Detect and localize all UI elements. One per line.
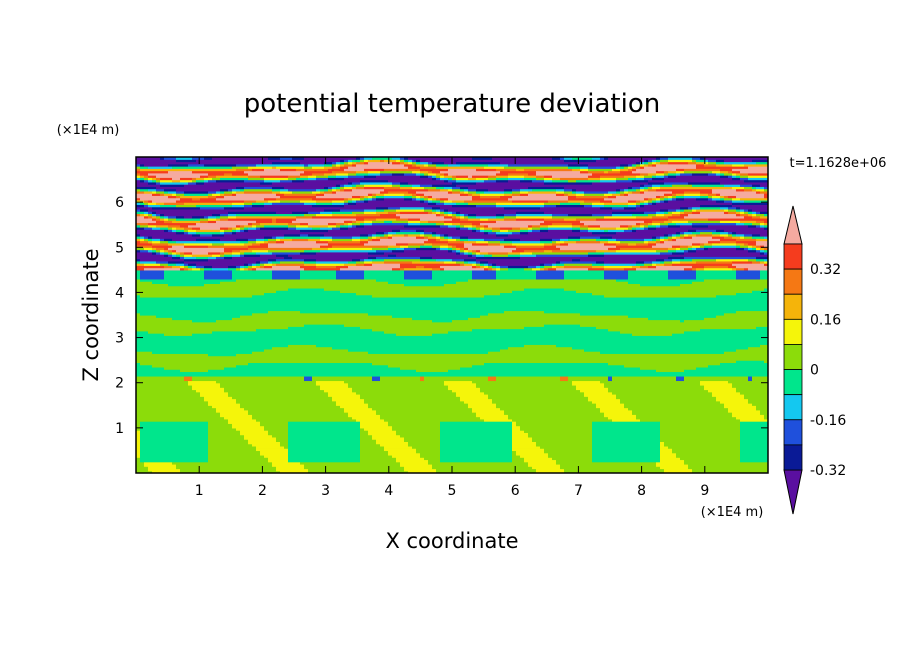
colorbar: 0.32 0.16 0 -0.16 -0.32 [783, 205, 846, 515]
time-label: t=1.1628e+06 [790, 156, 887, 171]
x-tick-label: 4 [384, 483, 393, 499]
colorbar-bottom-arrow [783, 469, 803, 515]
colorbar-label: 0.32 [810, 262, 841, 278]
x-unit-label: (×1E4 m) [701, 505, 764, 520]
colorbar-band [783, 419, 803, 446]
colorbar-top-arrow [783, 205, 803, 245]
y-tick-label: 3 [115, 331, 124, 347]
colorbar-label: -0.16 [810, 413, 846, 429]
colorbar-band [783, 444, 803, 471]
x-tick-label: 3 [321, 483, 330, 499]
plot-field [136, 157, 768, 473]
x-axis-ticks: 1 2 3 4 5 6 7 8 9 [195, 157, 709, 499]
colorbar-band [783, 369, 803, 396]
colorbar-label: 0 [810, 363, 819, 379]
x-tick-label: 7 [574, 483, 583, 499]
colorbar-band [783, 268, 803, 295]
x-axis-label: X coordinate [385, 529, 518, 553]
y-tick-label: 1 [115, 421, 124, 437]
x-tick-label: 8 [637, 483, 646, 499]
x-tick-label: 9 [700, 483, 709, 499]
y-tick-label: 5 [115, 240, 124, 256]
y-tick-label: 6 [115, 195, 124, 211]
chart-title: potential temperature deviation [244, 89, 660, 119]
colorbar-label: 0.16 [810, 312, 841, 328]
x-tick-label: 2 [258, 483, 267, 499]
x-tick-label: 6 [511, 483, 520, 499]
colorbar-label: -0.32 [810, 463, 846, 479]
x-tick-label: 1 [195, 483, 204, 499]
y-axis-label: Z coordinate [79, 248, 103, 381]
y-axis-ticks: 1 2 3 4 5 6 [115, 195, 768, 437]
colorbar-band [783, 243, 803, 270]
colorbar-band [783, 318, 803, 345]
colorbar-band [783, 394, 803, 421]
y-tick-label: 4 [115, 285, 124, 301]
x-tick-label: 5 [448, 483, 457, 499]
y-tick-label: 2 [115, 376, 124, 392]
colorbar-band [783, 344, 803, 370]
colorbar-band [783, 293, 803, 320]
y-unit-label: (×1E4 m) [57, 123, 120, 138]
